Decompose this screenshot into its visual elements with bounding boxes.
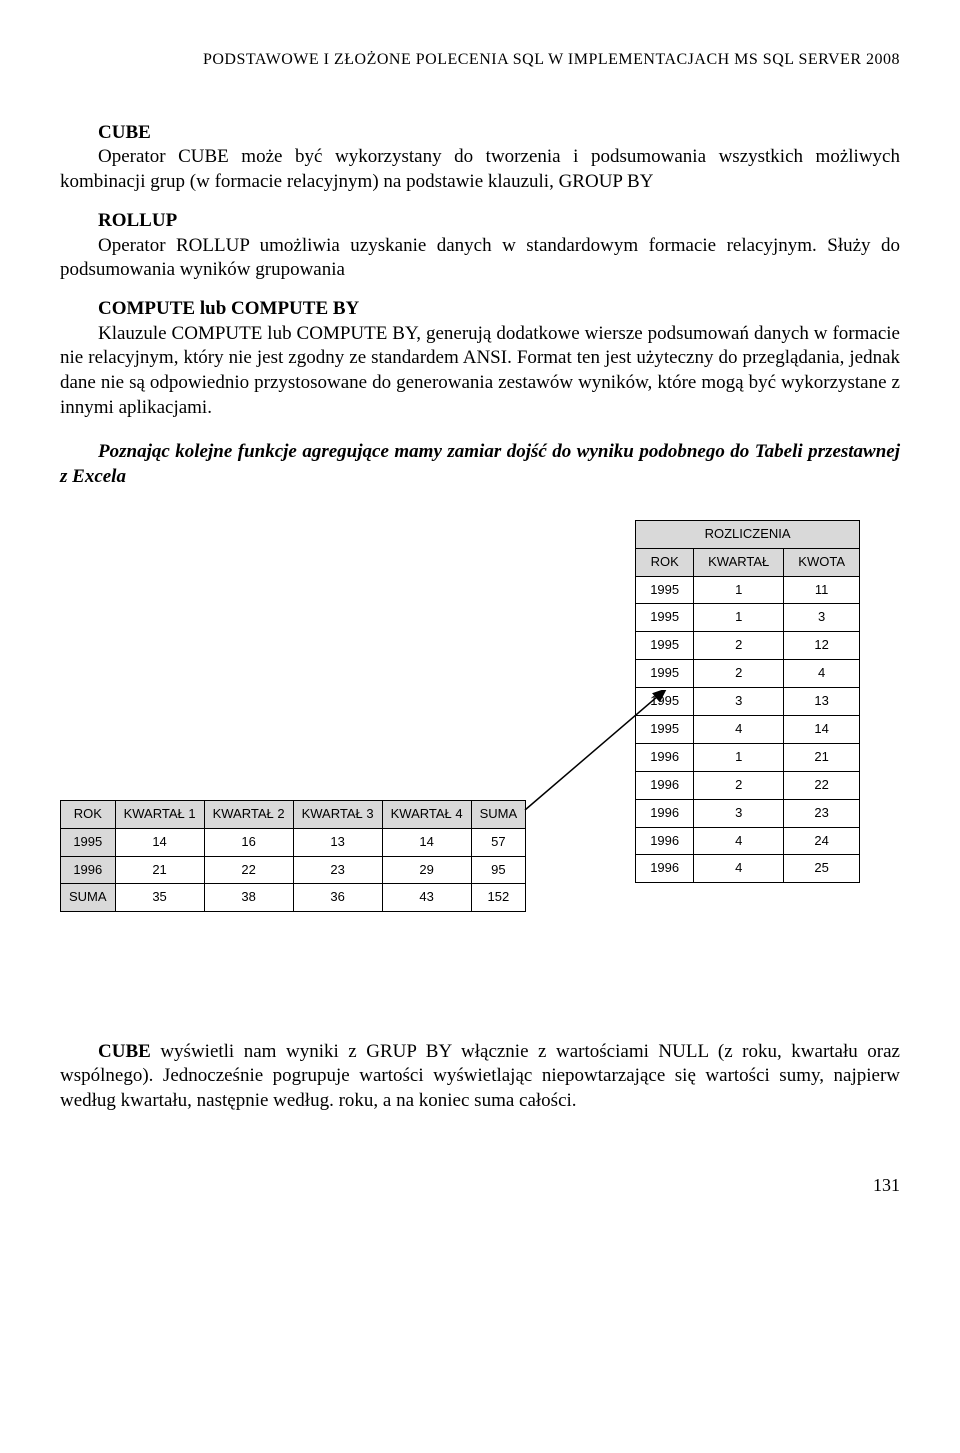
- pivot-cell: 29: [382, 856, 471, 884]
- cell: 1995: [636, 688, 694, 716]
- pivot-cell: 57: [471, 828, 526, 856]
- pivot-cell: SUMA: [61, 884, 116, 912]
- pivot-header: KWARTAŁ 2: [204, 800, 293, 828]
- cell: 4: [694, 827, 784, 855]
- pivot-header: KWARTAŁ 3: [293, 800, 382, 828]
- cube-title: CUBE: [60, 121, 900, 146]
- cube-body: Operator CUBE może być wykorzystany do t…: [60, 145, 900, 194]
- italic-note: Poznając kolejne funkcje agregujące mamy…: [60, 440, 900, 489]
- cell: 2: [694, 660, 784, 688]
- pivot-cell: 152: [471, 884, 526, 912]
- pivot-cell: 36: [293, 884, 382, 912]
- data-table-header: ROK: [636, 548, 694, 576]
- cell: 23: [784, 799, 860, 827]
- cell: 1996: [636, 743, 694, 771]
- pivot-cell: 95: [471, 856, 526, 884]
- pivot-header: SUMA: [471, 800, 526, 828]
- cell: 1: [694, 576, 784, 604]
- cell: 25: [784, 855, 860, 883]
- data-table: ROZLICZENIA ROK KWARTAŁ KWOTA 1995111 19…: [635, 520, 860, 884]
- footer-rest: wyświetli nam wyniki z GRUP BY włącznie …: [60, 1041, 900, 1111]
- page-header: PODSTAWOWE I ZŁOŻONE POLECENIA SQL W IMP…: [60, 50, 900, 71]
- data-table-header: KWOTA: [784, 548, 860, 576]
- pivot-table: ROK KWARTAŁ 1 KWARTAŁ 2 KWARTAŁ 3 KWARTA…: [60, 800, 526, 913]
- pivot-cell: 14: [115, 828, 204, 856]
- cell: 4: [784, 660, 860, 688]
- cell: 22: [784, 771, 860, 799]
- cell: 1996: [636, 799, 694, 827]
- cell: 1996: [636, 827, 694, 855]
- cell: 1: [694, 604, 784, 632]
- pivot-cell: 22: [204, 856, 293, 884]
- cell: 24: [784, 827, 860, 855]
- pivot-cell: 16: [204, 828, 293, 856]
- pivot-cell: 1995: [61, 828, 116, 856]
- cell: 4: [694, 855, 784, 883]
- pivot-cell: 35: [115, 884, 204, 912]
- pivot-cell: 43: [382, 884, 471, 912]
- rollup-body: Operator ROLLUP umożliwia uzyskanie dany…: [60, 234, 900, 283]
- cell: 13: [784, 688, 860, 716]
- cell: 1995: [636, 660, 694, 688]
- cell: 3: [694, 799, 784, 827]
- pivot-header: KWARTAŁ 1: [115, 800, 204, 828]
- cell: 3: [694, 688, 784, 716]
- cell: 1995: [636, 576, 694, 604]
- data-table-header: KWARTAŁ: [694, 548, 784, 576]
- cell: 21: [784, 743, 860, 771]
- pivot-cell: 23: [293, 856, 382, 884]
- cell: 12: [784, 632, 860, 660]
- cell: 4: [694, 715, 784, 743]
- cell: 3: [784, 604, 860, 632]
- pivot-cell: 21: [115, 856, 204, 884]
- footer-paragraph: CUBE wyświetli nam wyniki z GRUP BY włąc…: [60, 1040, 900, 1114]
- data-table-title: ROZLICZENIA: [636, 520, 860, 548]
- cell: 1996: [636, 855, 694, 883]
- cell: 2: [694, 771, 784, 799]
- pivot-cell: 13: [293, 828, 382, 856]
- cell: 1996: [636, 771, 694, 799]
- footer-bold: CUBE: [98, 1041, 151, 1062]
- rollup-title: ROLLUP: [60, 209, 900, 234]
- cell: 1995: [636, 632, 694, 660]
- pivot-header: KWARTAŁ 4: [382, 800, 471, 828]
- cell: 2: [694, 632, 784, 660]
- pivot-header: ROK: [61, 800, 116, 828]
- cell: 1: [694, 743, 784, 771]
- tables-area: ROZLICZENIA ROK KWARTAŁ KWOTA 1995111 19…: [60, 520, 900, 1040]
- pivot-cell: 1996: [61, 856, 116, 884]
- compute-body: Klauzule COMPUTE lub COMPUTE BY, generuj…: [60, 322, 900, 421]
- pivot-cell: 14: [382, 828, 471, 856]
- cell: 1995: [636, 715, 694, 743]
- cell: 11: [784, 576, 860, 604]
- page-number: 131: [60, 1174, 900, 1197]
- cell: 14: [784, 715, 860, 743]
- pivot-cell: 38: [204, 884, 293, 912]
- cell: 1995: [636, 604, 694, 632]
- compute-title: COMPUTE lub COMPUTE BY: [60, 297, 900, 322]
